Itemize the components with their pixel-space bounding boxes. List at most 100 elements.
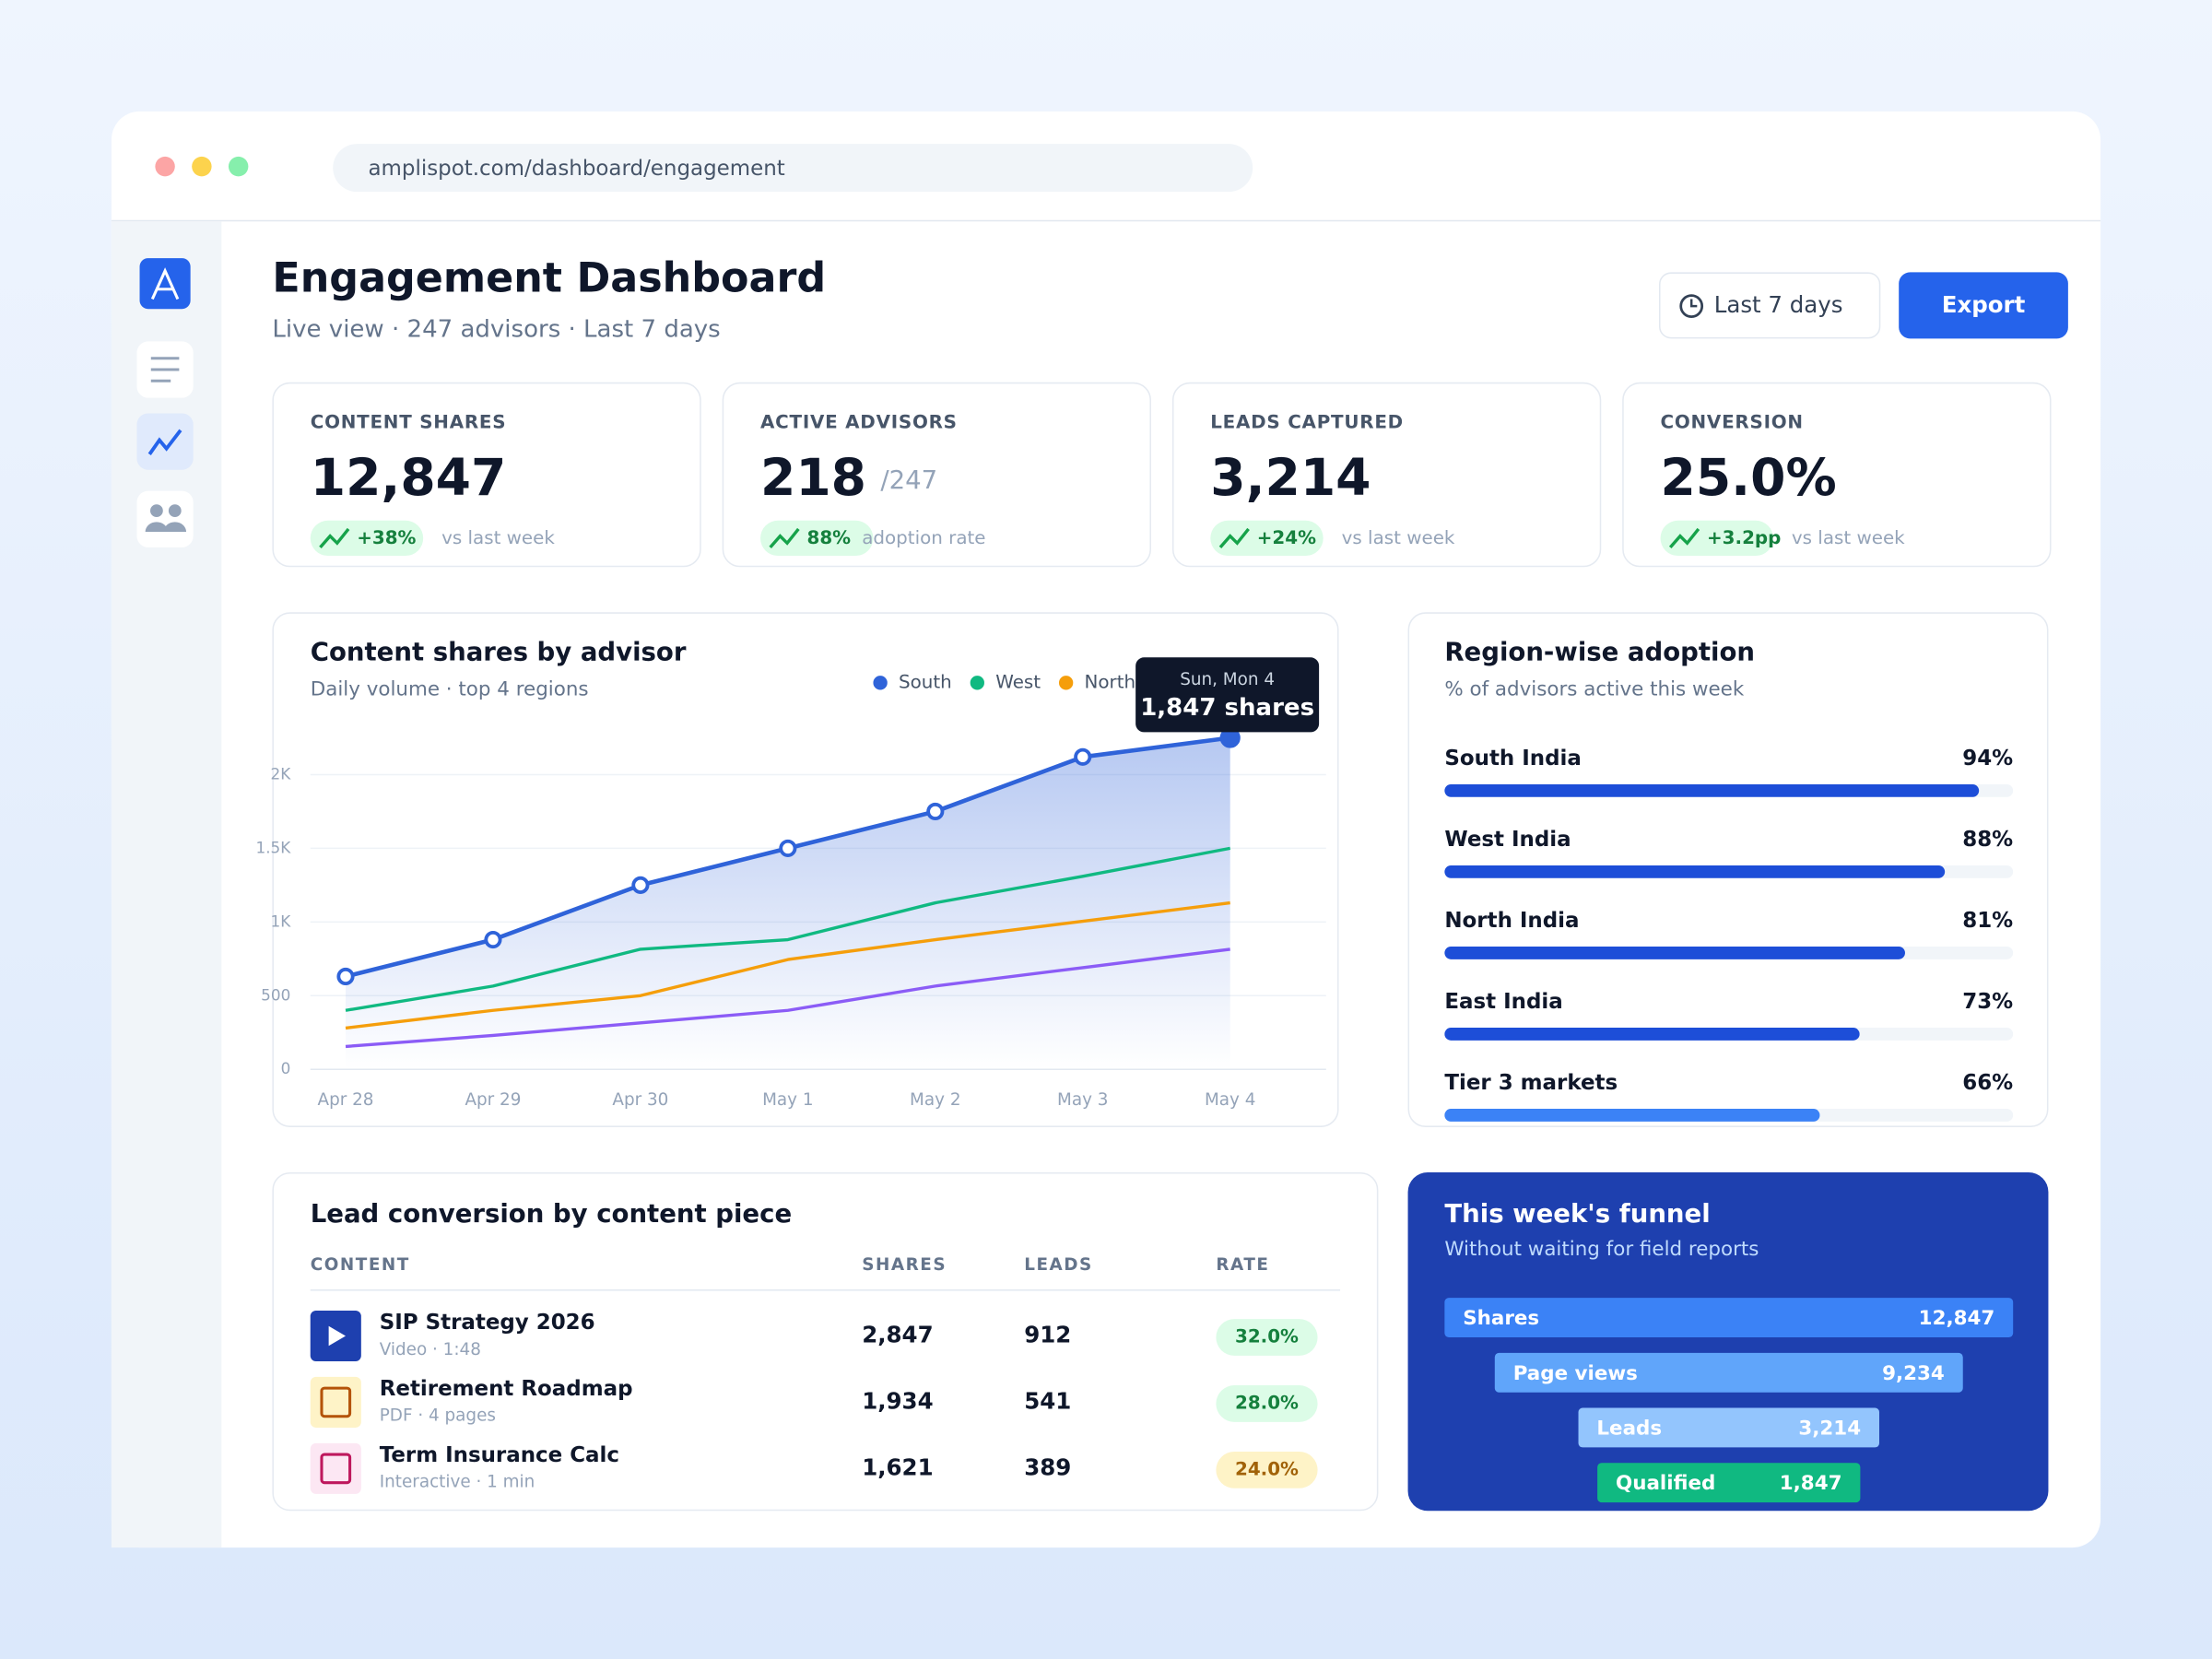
play-glyph: [328, 1325, 346, 1347]
y-tick-label: 0: [281, 1059, 291, 1077]
legend-dot: [1058, 676, 1074, 690]
area: [346, 737, 1230, 1070]
column-header: LEADS: [1024, 1255, 1093, 1275]
x-tick-label: May 1: [762, 1090, 813, 1110]
region-subtitle: % of advisors active this week: [1444, 677, 1744, 700]
rate-pill: [1216, 1385, 1318, 1422]
rate-cell: 24.0%: [1235, 1458, 1299, 1479]
region-label: Tier 3 markets: [1444, 1071, 1618, 1095]
maximize-dot[interactable]: [228, 156, 249, 177]
funnel-value: 12,847: [1919, 1307, 1995, 1330]
minimize-dot[interactable]: [192, 156, 212, 177]
x-tick-label: Apr 29: [465, 1090, 521, 1110]
kpi-note: vs last week: [1792, 527, 1905, 548]
calc-icon: [310, 1442, 361, 1494]
y-tick-label: 1K: [271, 912, 292, 930]
point: [926, 802, 945, 821]
legend-dot: [970, 676, 984, 690]
pdf-icon: [310, 1376, 361, 1428]
kpi-note: vs last week: [1342, 527, 1455, 548]
trend-icon: [769, 527, 800, 548]
region-bar: [1444, 1109, 1820, 1122]
trend-icon: [1218, 527, 1250, 548]
legend-label: South: [899, 671, 952, 692]
kpi-note: adoption rate: [862, 527, 985, 548]
y-tick-label: 500: [261, 985, 290, 1004]
kpi-value: 25.0%: [1661, 448, 1837, 507]
region-label: South India: [1444, 747, 1582, 771]
shares-cell: 1,621: [862, 1453, 933, 1480]
logo[interactable]: [139, 258, 191, 310]
content-title: Retirement Roadmap: [380, 1377, 633, 1401]
close-dot[interactable]: [155, 156, 175, 177]
leads-cell: 389: [1024, 1453, 1071, 1480]
kpi-note: vs last week: [441, 527, 555, 548]
legend-dot: [873, 676, 888, 690]
funnel-bar: [1444, 1298, 2014, 1338]
column-header: RATE: [1216, 1255, 1269, 1275]
kpi-delta-pill: [310, 520, 424, 557]
url-bar[interactable]: [333, 144, 1253, 193]
kpi-value: 3,214: [1210, 448, 1371, 507]
region-label: North India: [1444, 909, 1579, 933]
funnel-label: Qualified: [1616, 1472, 1715, 1495]
region-bar: [1444, 1028, 1860, 1041]
funnel-title: This week's funnel: [1444, 1199, 1710, 1229]
kpi-value: 218: [760, 448, 866, 507]
kpi-delta: +3.2pp: [1707, 527, 1781, 548]
kpi-value-line: 218/247: [760, 448, 937, 507]
clock-icon: [1679, 294, 1704, 318]
leads-cell: 912: [1024, 1321, 1071, 1347]
legend-label: West: [995, 671, 1041, 692]
content-meta: Interactive · 1 min: [380, 1473, 535, 1492]
kpi-suffix: /247: [880, 465, 937, 495]
shares-cell: 1,934: [862, 1387, 933, 1414]
line: [345, 900, 1230, 1030]
analytics-icon: [147, 429, 182, 455]
kpi-delta-pill: [1210, 520, 1324, 557]
funnel-label: Leads: [1596, 1418, 1662, 1441]
kpi-delta-pill: [1660, 520, 1773, 557]
point: [779, 839, 797, 857]
funnel-value: 9,234: [1882, 1362, 1945, 1385]
clock-hands: [1689, 299, 1698, 308]
kpi-delta: +38%: [357, 527, 416, 548]
table-title: Lead conversion by content piece: [311, 1199, 792, 1229]
calc-glyph: [320, 1453, 352, 1485]
column-header: CONTENT: [311, 1255, 410, 1275]
region-label: East India: [1444, 990, 1562, 1014]
kpi-label: CONTENT SHARES: [311, 412, 507, 433]
trend-icon: [1668, 527, 1700, 548]
region-value: 73%: [1962, 990, 2013, 1014]
x-tick-label: May 2: [910, 1090, 960, 1110]
kpi-delta-pill: [760, 520, 874, 557]
range-label: Last 7 days: [1714, 291, 1843, 318]
legend-label: North: [1085, 671, 1136, 692]
range-button[interactable]: [1658, 272, 1881, 339]
page-subtitle: Live view · 247 advisors · Last 7 days: [272, 316, 720, 344]
point: [484, 930, 502, 949]
region-bar: [1444, 784, 1980, 797]
point: [631, 876, 650, 894]
region-bar: [1444, 865, 1946, 878]
line-subtitle: Daily volume · top 4 regions: [311, 677, 589, 700]
kpi-value-line: 12,847: [311, 448, 507, 507]
content-meta: Video · 1:48: [380, 1340, 481, 1359]
x-tick-label: Apr 28: [318, 1090, 374, 1110]
page-title: Engagement Dashboard: [272, 255, 826, 302]
y-tick-label: 1.5K: [255, 838, 291, 856]
export-button[interactable]: [1899, 272, 2068, 339]
people-icon: [145, 504, 187, 533]
point: [1074, 747, 1092, 766]
tooltip: [1135, 657, 1320, 733]
x-tick-label: May 3: [1057, 1090, 1108, 1110]
nav-people[interactable]: [136, 490, 194, 547]
logo-glyph: [150, 267, 180, 300]
tooltip-date: Sun, Mon 4: [1180, 670, 1275, 689]
leads-cell: 541: [1024, 1387, 1071, 1414]
nav-analytics[interactable]: [136, 413, 194, 470]
kpi-value: 12,847: [311, 448, 507, 507]
pdf-glyph: [320, 1386, 352, 1418]
